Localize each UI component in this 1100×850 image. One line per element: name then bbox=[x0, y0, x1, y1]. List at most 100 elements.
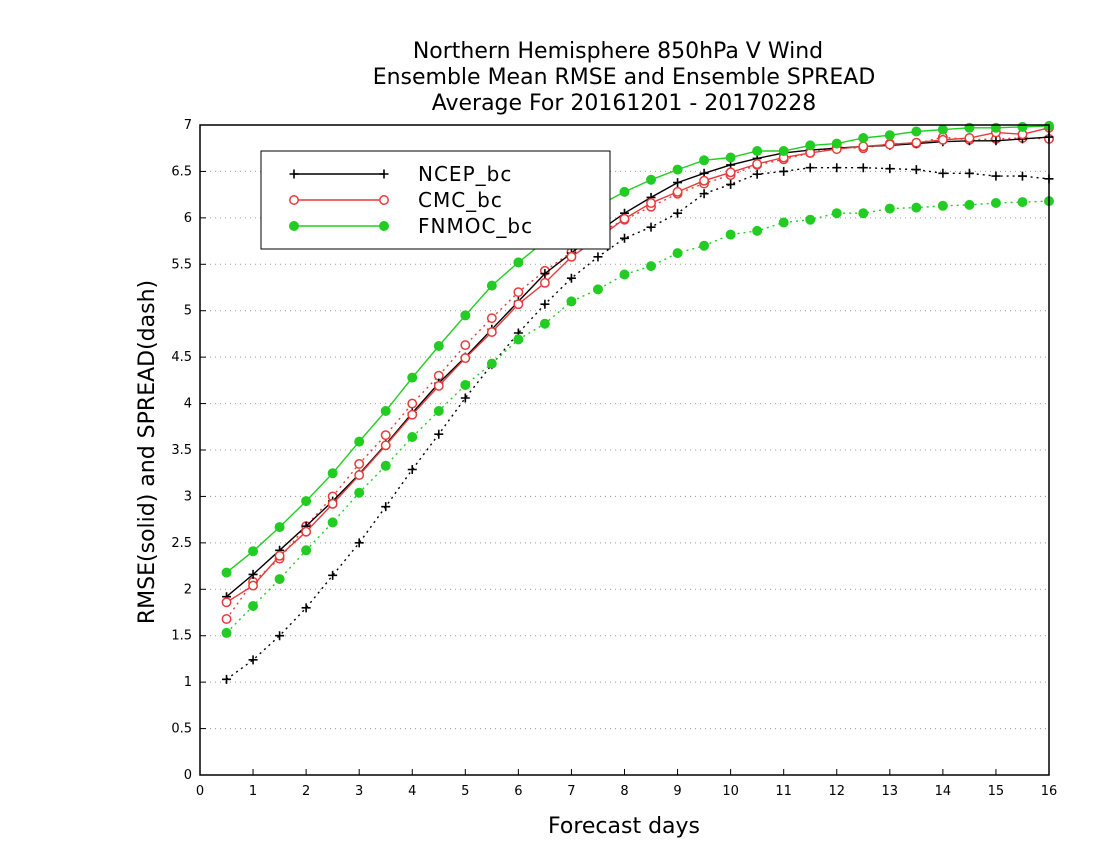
y-tick-label: 1.5 bbox=[171, 629, 192, 644]
y-tick-label: 6.5 bbox=[171, 164, 192, 179]
data-point bbox=[539, 277, 550, 288]
data-point bbox=[805, 140, 816, 151]
data-point bbox=[513, 334, 524, 345]
legend-item-fnmoc-bc: FNMOC_bc bbox=[289, 214, 532, 238]
data-point bbox=[486, 358, 497, 369]
data-point bbox=[593, 252, 603, 262]
data-point bbox=[619, 213, 630, 224]
data-point bbox=[725, 152, 736, 163]
data-point bbox=[725, 229, 736, 240]
legend-label: CMC_bc bbox=[418, 188, 503, 212]
data-point bbox=[327, 498, 338, 509]
data-point bbox=[274, 550, 285, 561]
data-point bbox=[222, 674, 232, 684]
data-point bbox=[858, 163, 868, 173]
data-point bbox=[805, 214, 816, 225]
x-tick-label: 7 bbox=[567, 784, 575, 799]
data-point bbox=[301, 496, 312, 507]
x-tick-label: 4 bbox=[408, 784, 416, 799]
data-point bbox=[937, 124, 948, 135]
data-point bbox=[513, 257, 524, 268]
data-point bbox=[460, 380, 471, 390]
data-point bbox=[884, 139, 895, 150]
legend-marker bbox=[289, 169, 299, 179]
y-tick-label: 4 bbox=[184, 397, 192, 412]
data-point bbox=[327, 517, 338, 528]
data-point bbox=[592, 284, 603, 295]
x-tick-label: 11 bbox=[775, 784, 792, 799]
data-point bbox=[990, 198, 1001, 208]
data-point bbox=[460, 340, 471, 351]
data-point bbox=[858, 133, 869, 143]
x-tick-label: 10 bbox=[722, 784, 739, 799]
data-point bbox=[964, 168, 974, 178]
x-tick-label: 13 bbox=[882, 784, 899, 799]
data-point bbox=[911, 137, 922, 148]
data-point bbox=[540, 269, 550, 279]
x-tick-label: 9 bbox=[673, 784, 681, 799]
data-point bbox=[991, 171, 1001, 181]
y-tick-label: 5 bbox=[184, 304, 192, 319]
data-point bbox=[646, 174, 657, 185]
data-point bbox=[221, 627, 232, 638]
y-tick-label: 3.5 bbox=[171, 443, 192, 458]
data-point bbox=[486, 313, 497, 324]
legend-marker bbox=[379, 221, 389, 231]
data-point bbox=[672, 164, 683, 175]
data-point bbox=[619, 269, 630, 280]
x-tick-label: 3 bbox=[355, 784, 363, 799]
legend-item-ncep-bc: NCEP_bc bbox=[289, 162, 511, 186]
data-point bbox=[354, 470, 365, 481]
data-point bbox=[911, 126, 922, 137]
chart-title-line-1: Northern Hemisphere 850hPa V Wind bbox=[413, 39, 823, 64]
data-point bbox=[433, 341, 444, 351]
data-point bbox=[540, 299, 550, 309]
series-fnmoc-bc-rmse bbox=[221, 120, 1054, 578]
data-point bbox=[885, 164, 895, 174]
x-tick-label: 16 bbox=[1041, 784, 1058, 799]
data-point bbox=[779, 166, 789, 176]
data-point bbox=[619, 186, 630, 197]
y-tick-label: 5.5 bbox=[171, 257, 192, 272]
data-point bbox=[381, 502, 391, 512]
data-point bbox=[672, 248, 683, 259]
data-point bbox=[301, 526, 312, 537]
y-tick-label: 0.5 bbox=[171, 722, 192, 737]
data-point bbox=[778, 146, 789, 156]
chart-title-line-2: Ensemble Mean RMSE and Ensemble SPREAD bbox=[373, 65, 876, 90]
data-point bbox=[831, 138, 842, 149]
x-tick-label: 14 bbox=[935, 784, 952, 799]
data-point bbox=[752, 169, 762, 179]
data-point bbox=[884, 203, 895, 214]
data-point bbox=[566, 273, 576, 283]
x-tick-label: 5 bbox=[461, 784, 469, 799]
y-tick-label: 1 bbox=[184, 675, 192, 690]
data-point bbox=[248, 569, 258, 579]
data-point bbox=[433, 380, 444, 391]
data-point bbox=[248, 546, 259, 557]
data-point bbox=[301, 545, 312, 556]
data-point bbox=[354, 436, 365, 447]
data-point bbox=[1017, 197, 1028, 208]
y-axis-label: RMSE(solid) and SPREAD(dash) bbox=[135, 280, 160, 624]
data-point bbox=[752, 159, 763, 169]
data-point bbox=[513, 287, 524, 298]
data-point bbox=[699, 189, 709, 199]
data-point bbox=[248, 601, 259, 611]
x-tick-label: 12 bbox=[828, 784, 845, 799]
data-point bbox=[221, 597, 232, 608]
data-point bbox=[221, 614, 232, 624]
data-point bbox=[434, 429, 444, 439]
y-tick-label: 4.5 bbox=[171, 350, 192, 365]
data-point bbox=[805, 163, 815, 173]
data-point bbox=[858, 208, 869, 219]
data-point bbox=[275, 631, 285, 641]
data-point bbox=[938, 168, 948, 178]
data-point bbox=[380, 430, 391, 441]
data-point bbox=[221, 567, 232, 578]
data-point bbox=[327, 468, 338, 479]
data-point bbox=[407, 372, 418, 383]
y-tick-label: 6 bbox=[184, 211, 192, 226]
x-tick-label: 15 bbox=[988, 784, 1005, 799]
